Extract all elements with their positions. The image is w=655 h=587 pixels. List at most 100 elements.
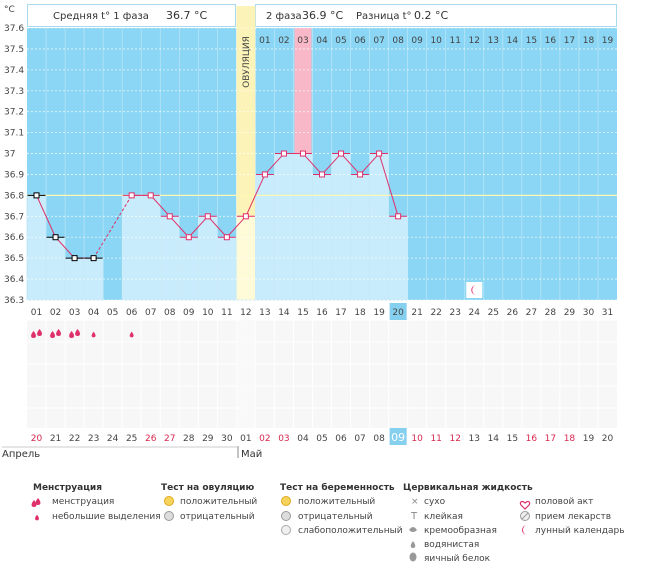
temperature-line xyxy=(150,195,171,217)
phase2-day-label: 12 xyxy=(469,36,480,46)
cycle-day-label: 20 xyxy=(392,308,404,318)
temperature-point xyxy=(242,213,249,220)
legend-cervical-sticky: клейкая xyxy=(424,512,463,522)
date-label: 25 xyxy=(126,434,137,444)
cycle-day-label: 30 xyxy=(583,308,595,318)
phase2-day-label: 16 xyxy=(545,36,557,46)
unit-label: °C xyxy=(4,5,15,15)
temperature-point xyxy=(376,150,383,157)
pill-icon-line xyxy=(521,512,529,520)
menstruation-icon xyxy=(35,498,41,505)
y-tick-label: 36.4 xyxy=(4,275,24,285)
weak-positive-test-icon xyxy=(281,525,291,535)
cycle-day-label: 21 xyxy=(411,308,422,318)
dry-icon: × xyxy=(411,497,419,507)
date-label: 12 xyxy=(449,434,460,444)
month-label: Май xyxy=(241,449,262,460)
diff-label: Разница t° xyxy=(356,11,412,22)
diff-value: 0.2 °C xyxy=(414,9,448,22)
cycle-day-label: 10 xyxy=(202,308,214,318)
positive-test-icon xyxy=(164,496,174,506)
negative-test-icon xyxy=(164,511,174,521)
temperature-point xyxy=(299,150,306,157)
temperature-line xyxy=(188,215,209,238)
date-label: 26 xyxy=(145,434,157,444)
phase2-day-label: 07 xyxy=(373,36,384,46)
phase2-day-label: 19 xyxy=(602,36,614,46)
temperature-bar xyxy=(217,236,237,301)
plot-area: ОВУЛЯЦИЯ 01 02 03 04 05 06 07 08 09 10 11 12 13 14 15 16… xyxy=(2,6,617,460)
cycle-day-label: 01 xyxy=(31,308,42,318)
temperature-line xyxy=(207,215,228,238)
moon-icon xyxy=(471,285,477,295)
phase2-day-label: 17 xyxy=(564,36,575,46)
temperature-point xyxy=(33,192,40,199)
date-label: 04 xyxy=(297,434,309,444)
cycle-day-label: 13 xyxy=(259,308,270,318)
menstruation-icon xyxy=(69,331,75,338)
date-label: 07 xyxy=(354,434,365,444)
temperature-point xyxy=(128,192,135,199)
y-tick-label: 37.2 xyxy=(4,108,24,118)
temperature-line xyxy=(264,153,285,175)
temperature-line xyxy=(340,153,361,175)
menstruation-icon xyxy=(56,329,61,336)
temperature-point xyxy=(319,171,325,178)
y-tick-label: 37.3 xyxy=(4,87,24,97)
cycle-day-label: 08 xyxy=(164,308,176,318)
date-label: 05 xyxy=(316,434,327,444)
cycle-day-label: 06 xyxy=(126,308,138,318)
temperature-line xyxy=(359,153,380,175)
date-label: 13 xyxy=(469,434,480,444)
y-tick-label: 37.5 xyxy=(4,45,24,55)
phase2-day-label: 01 xyxy=(259,36,270,46)
heart-icon xyxy=(519,500,531,510)
phase1-label: Средняя t° 1 фаза xyxy=(53,11,149,22)
date-label: 09 xyxy=(391,431,405,444)
temperature-bar xyxy=(140,195,161,301)
legend-pregnancy-negative: отрицательный xyxy=(298,512,373,522)
phase2-day-label: 13 xyxy=(488,36,499,46)
temperature-point xyxy=(185,234,192,241)
temperature-point xyxy=(395,213,402,220)
temperature-line xyxy=(378,153,399,217)
legend-pregnancy-weak: слабоположительный xyxy=(298,526,403,536)
date-label: 01 xyxy=(240,434,251,444)
temperature-line xyxy=(321,153,342,175)
date-label: 10 xyxy=(411,434,423,444)
menstruation-icon xyxy=(50,331,55,338)
legend-ovulation-positive: положительный xyxy=(180,497,257,507)
menstruation-icon xyxy=(31,331,36,338)
phase1-value: 36.7 °C xyxy=(166,9,207,22)
date-label: 27 xyxy=(164,434,175,444)
cycle-day-label: 17 xyxy=(335,308,346,318)
temperature-point xyxy=(338,150,345,157)
y-tick-label: 37.6 xyxy=(4,24,24,34)
legend-ovulation-negative: отрицательный xyxy=(180,512,255,522)
spotting-icon xyxy=(91,331,96,338)
legend-cervical-egg-white: яичный белок xyxy=(424,554,491,564)
cycle-day-label: 24 xyxy=(469,308,481,318)
positive-test-icon xyxy=(281,496,291,506)
legend: Менструация менструация небольшие выделени… xyxy=(31,482,625,564)
cycle-day-label: 03 xyxy=(69,308,80,318)
today-day-box xyxy=(389,303,407,320)
cycle-day-label: 31 xyxy=(602,308,613,318)
date-label: 29 xyxy=(202,434,214,444)
temperature-line xyxy=(226,215,247,238)
phase2-label: 2 фаза xyxy=(266,11,302,22)
date-label: 15 xyxy=(507,434,518,444)
legend-medication: прием лекарств xyxy=(535,512,611,522)
cycle-day-label: 22 xyxy=(430,308,441,318)
date-label: 20 xyxy=(31,434,43,444)
temperature-line xyxy=(169,215,190,238)
temperature-bar xyxy=(293,153,313,301)
legend-spotting-item: небольшие выделения xyxy=(52,512,161,522)
temperature-line xyxy=(302,153,323,175)
date-label: 22 xyxy=(69,434,80,444)
y-tick-label: 36.8 xyxy=(4,191,24,201)
temperature-point xyxy=(357,171,364,178)
date-label: 18 xyxy=(564,434,576,444)
temperature-bar xyxy=(331,153,351,301)
sticky-icon: T xyxy=(410,511,418,522)
